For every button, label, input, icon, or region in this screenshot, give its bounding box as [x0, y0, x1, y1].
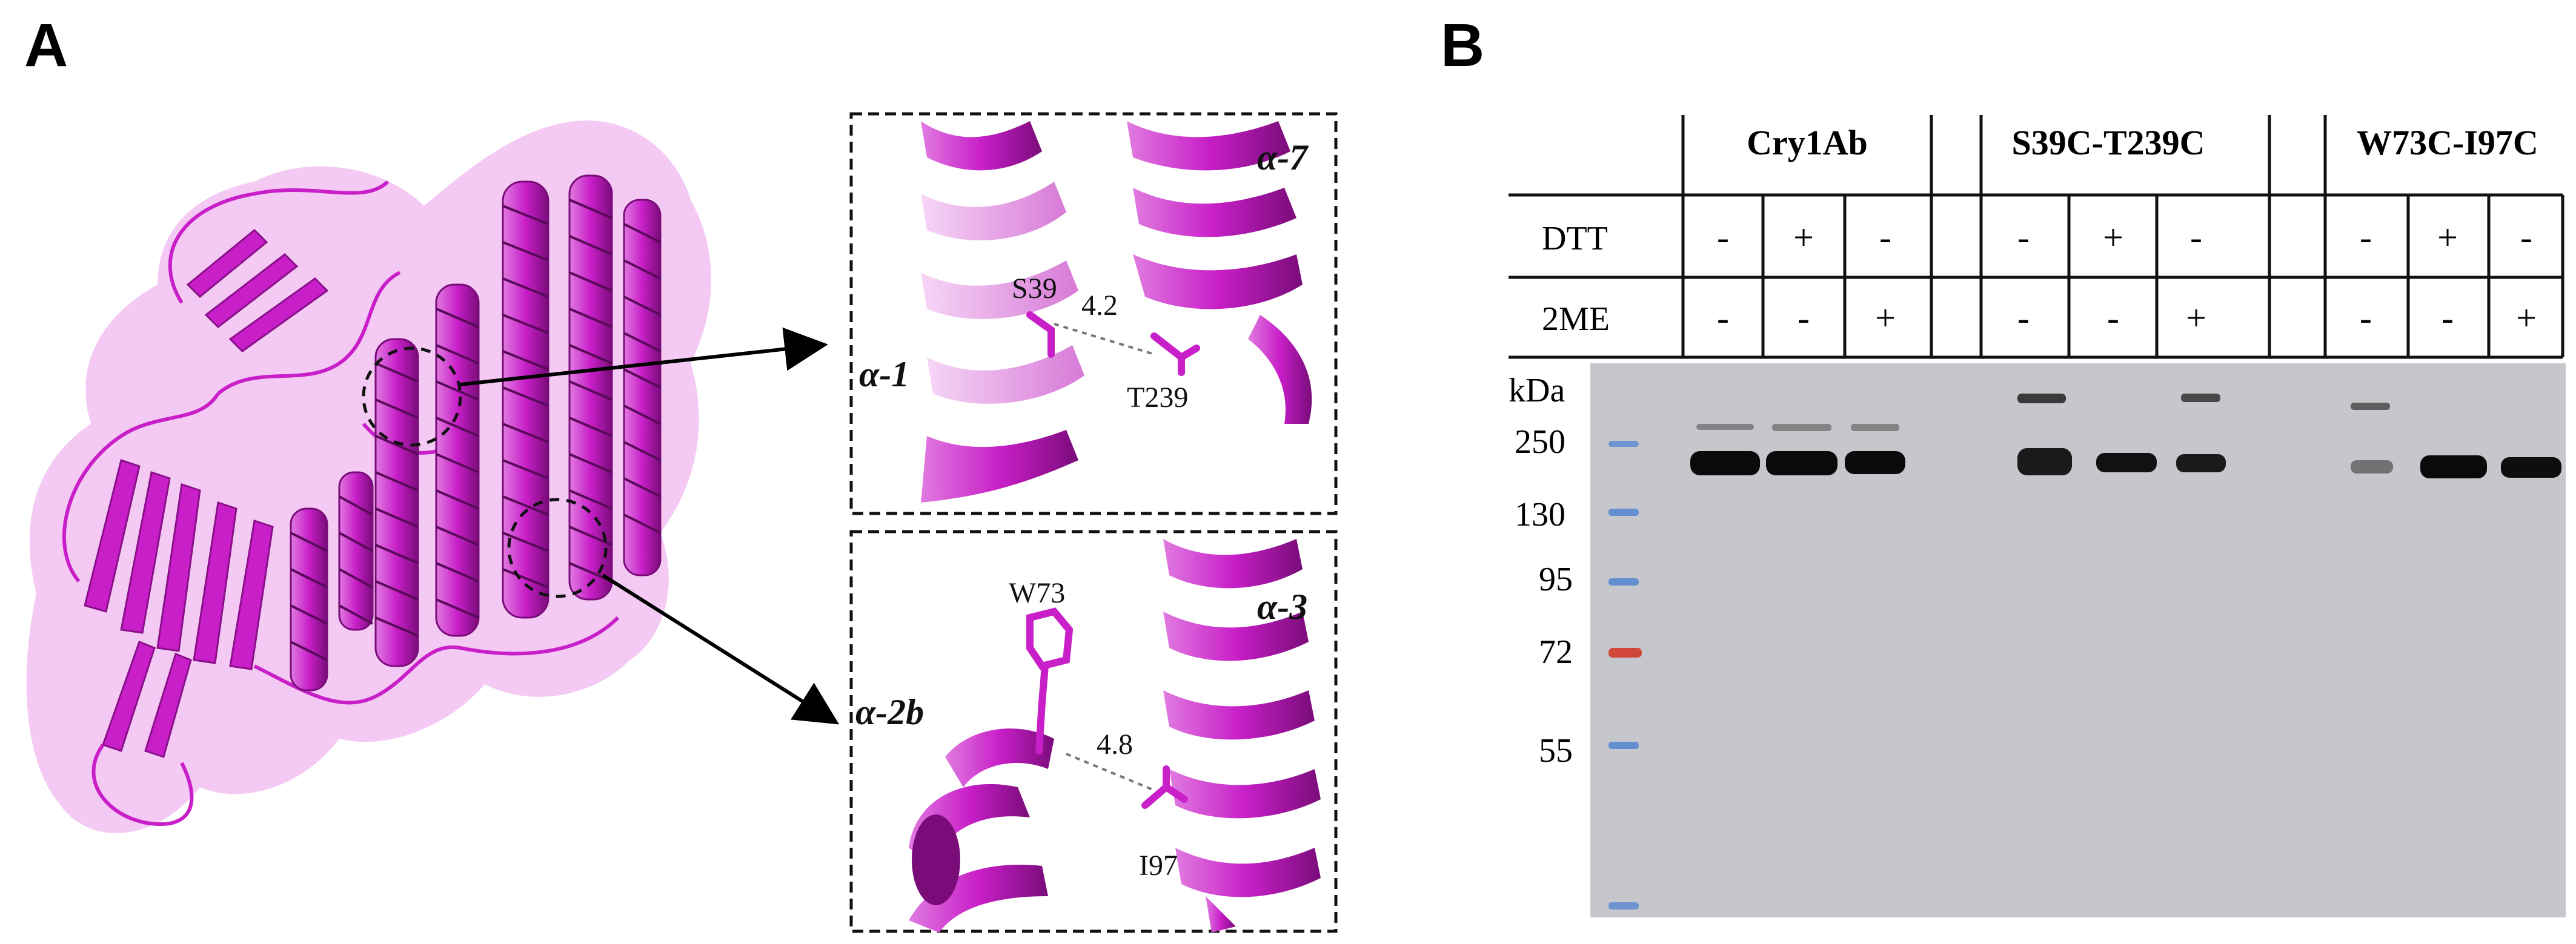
inset-top-helix-right [1127, 121, 1312, 424]
panel-a-letter: A [24, 12, 68, 79]
ladder-band [1608, 509, 1639, 516]
helix-6 [290, 507, 328, 691]
sample-bands [1690, 394, 2561, 478]
arrow-to-bottom-inset [602, 573, 840, 725]
inset-bottom-sidechains [1026, 607, 1188, 809]
gel-band [2420, 455, 2487, 478]
gel-band [2181, 394, 2220, 402]
2me-cell: - [1798, 298, 1810, 338]
dtt-cell: - [2360, 217, 2372, 257]
gel-band [1690, 451, 1760, 475]
ladder-lane [1608, 441, 1642, 909]
panel-b-letter: B [1441, 12, 1485, 79]
dtt-cell: + [2437, 217, 2458, 257]
gel-band [1772, 424, 1831, 431]
inset-top-residue-1: S39 [1012, 272, 1057, 305]
protein-structure [26, 120, 840, 833]
group-header-3: W73C-I97C [2357, 123, 2538, 162]
gel-band [2351, 403, 2390, 410]
inset-top-helix-right-label: α-7 [1257, 137, 1309, 177]
gel-band [2096, 453, 2157, 472]
inset-top-distance: 4.2 [1081, 289, 1118, 322]
inset-top-residue-2: T239 [1127, 381, 1188, 414]
2me-cell: - [2107, 298, 2119, 338]
highlight-circle-bottom [507, 498, 608, 598]
marker-label-95: 95 [1539, 561, 1573, 598]
helix-2 [435, 283, 480, 637]
helix-1 [374, 338, 419, 667]
ladder-band [1608, 742, 1639, 749]
gel-band [1696, 424, 1754, 430]
2me-cell: - [1717, 298, 1729, 338]
inset-top-helix-left-label: α-1 [859, 354, 909, 394]
inset-top: S39 4.2 T239 α-1 α-7 [849, 112, 1338, 515]
inset-bottom: W73 4.8 I97 α-2b α-3 [849, 530, 1338, 933]
ladder-band [1608, 578, 1639, 586]
marker-label-72: 72 [1539, 633, 1573, 671]
condition-table [1509, 115, 2564, 359]
gel-band [2176, 454, 2226, 472]
inset-bottom-residue-2: I97 [1139, 850, 1178, 882]
dtt-cell: - [2190, 217, 2202, 257]
dtt-cell: - [1717, 217, 1729, 257]
dtt-cell: - [1879, 217, 1891, 257]
gel-band [1766, 451, 1837, 475]
ladder-band [1608, 902, 1639, 909]
row-label-dtt: DTT [1542, 220, 1608, 257]
gel-image [1590, 363, 2566, 917]
highlight-circle-top [362, 346, 462, 447]
inset-top-helix-left [921, 121, 1084, 503]
gel-band [2501, 457, 2561, 478]
inset-bottom-distance-line [1066, 753, 1155, 791]
gel-band [1851, 424, 1899, 431]
helix-3 [502, 180, 549, 619]
2me-cell: + [2186, 298, 2206, 338]
2me-cell: - [2360, 298, 2372, 338]
panel-b: Cry1Ab S39C-T239C W73C-I97C DTT 2ME - + … [1509, 115, 2566, 917]
dtt-cell: - [2520, 217, 2532, 257]
inset-bottom-helix-left [909, 728, 1054, 932]
gel-band [2351, 460, 2393, 474]
helix-4 [568, 174, 613, 601]
inset-bottom-helix-right [1163, 539, 1321, 932]
gel-band [2017, 448, 2072, 475]
inset-top-distance-line [1054, 323, 1155, 355]
inset-bottom-residue-1: W73 [1009, 577, 1065, 609]
inset-bottom-helix-right-label: α-3 [1257, 587, 1307, 627]
2me-cell: - [2017, 298, 2030, 338]
2me-cell: + [1875, 298, 1896, 338]
2me-cell: - [2442, 298, 2454, 338]
ladder-band [1608, 648, 1642, 658]
gel-band [1845, 451, 1905, 474]
marker-label-55: 55 [1539, 732, 1573, 770]
dtt-cell: - [2017, 217, 2030, 257]
ladder-band [1608, 441, 1639, 447]
arrow-to-top-inset [460, 327, 828, 386]
dtt-cell: + [2103, 217, 2123, 257]
beta-sheet-domain [84, 228, 329, 758]
inset-bottom-helix-left-label: α-2b [855, 692, 924, 732]
helix-7 [338, 471, 374, 631]
marker-label-130: 130 [1515, 496, 1565, 533]
row-label-2me: 2ME [1542, 300, 1610, 338]
loop-coils [62, 180, 620, 826]
group-header-1: Cry1Ab [1747, 123, 1868, 162]
helix-5 [623, 199, 662, 576]
alpha-helices [290, 174, 662, 691]
group-header-2: S39C-T239C [2011, 123, 2205, 162]
2me-cell: + [2516, 298, 2537, 338]
marker-unit: kDa [1509, 372, 1565, 409]
gel-band [2017, 394, 2066, 403]
marker-label-250: 250 [1515, 423, 1565, 461]
dtt-cell: + [1793, 217, 1814, 257]
inset-bottom-distance: 4.8 [1097, 728, 1133, 761]
inset-top-sidechains [1026, 311, 1200, 376]
